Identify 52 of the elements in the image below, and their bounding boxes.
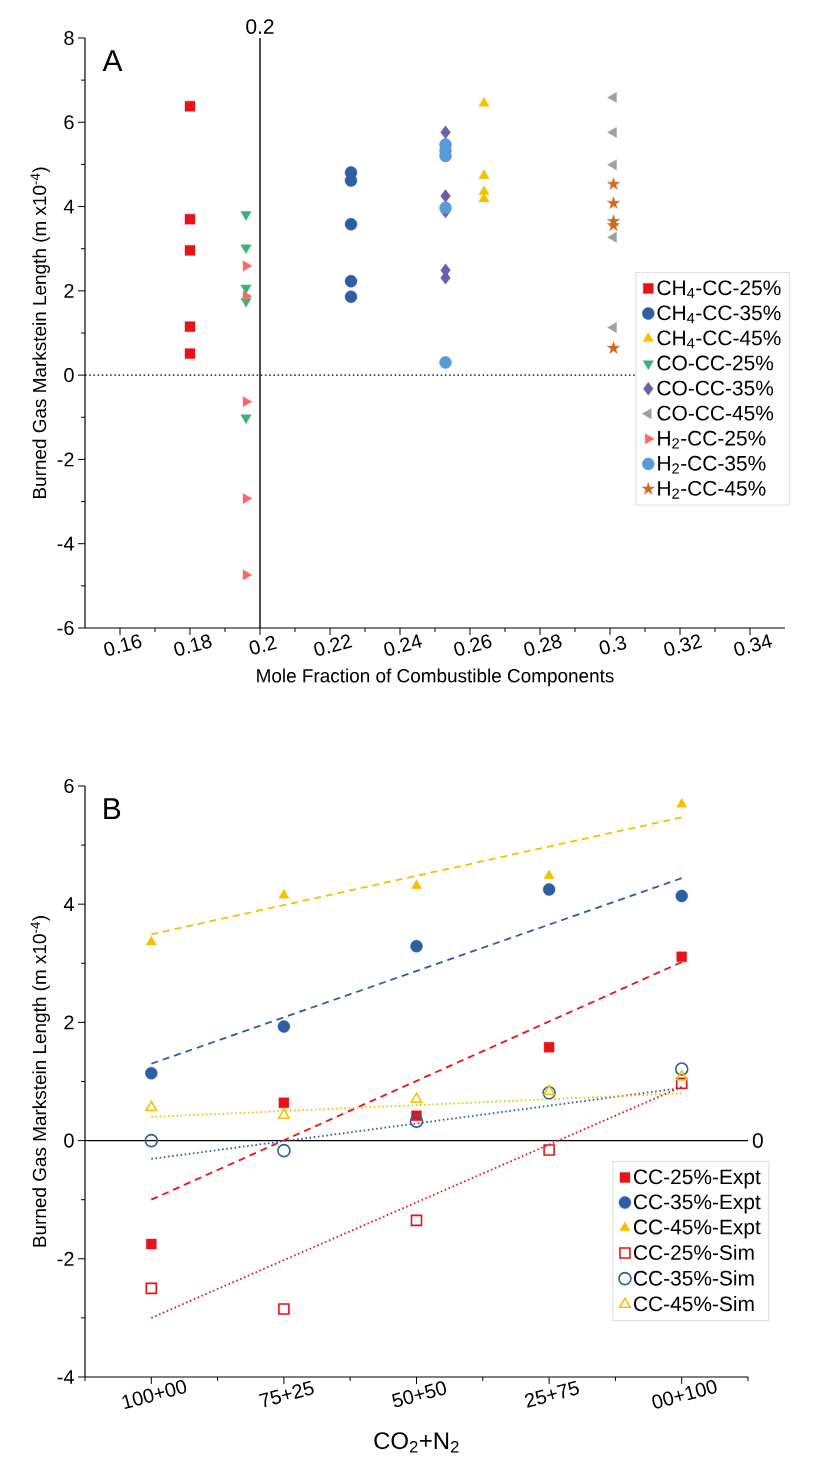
legend-label: CC-25%-Expt [633,1169,761,1189]
legend-label: CH$_{4}$-CC-35% [657,305,781,324]
x-tick-label: 25+75 [524,1380,579,1408]
y-tick-label: 6 [64,778,74,794]
legend-label: CO-CC-35% [657,380,774,396]
y-tick-label: 0 [64,1133,74,1148]
x-tick-label: 0.22 [314,634,353,656]
y-tick-label: 0 [64,368,74,383]
x-tick-label: 50+50 [392,1381,446,1408]
y-tick-label: 4 [63,199,74,214]
ref-line-label: 0.2 [246,19,274,34]
legend-label: CO-CC-45% [657,405,774,421]
legend-label: CC-45%-Expt [633,1219,761,1239]
legend-label: CH$_{4}$-CC-45% [657,330,781,349]
legend-label: CC-35%-Sim [633,1270,754,1286]
x-tick-label: 00+100 [652,1379,717,1409]
y-tick-label: 2 [64,283,74,298]
x-tick-label: 0.3 [599,635,627,655]
x-tick-label: 0.24 [384,634,422,656]
y-tick-label: -2 [57,1251,74,1266]
legend-label: H$_{2}$-CC-25% [658,430,766,449]
x-tick-label: 0.16 [104,634,142,656]
annotation: A [102,50,123,71]
x-tick-label: 0.34 [734,634,772,656]
y-axis-title: Burned Gas Markstein Length (m x10$^{-4}$) [30,167,50,499]
y-axis-title: Burned Gas Markstein Length (m x10$^{-4}$) [30,916,50,1247]
x-axis-title: Mole Fraction of Combustible Components [257,668,614,687]
y-tick-label: -4 [57,1370,74,1384]
x-tick-label: 100+00 [122,1379,187,1410]
legend-label: CC-35%-Expt [633,1194,761,1214]
x-axis-title: CO$_{2}$+N$_{2}$ [374,1432,459,1453]
y-tick-label: 4 [63,897,74,912]
y-tick-label: 2 [64,1015,74,1030]
x-tick-label: 0.32 [664,634,703,656]
ref-line-label: 0 [752,1133,763,1148]
y-tick-label: -2 [57,452,74,467]
legend-label: CC-25%-Sim [633,1244,754,1261]
y-tick-label: 6 [64,115,74,130]
legend-label: CH$_{4}$-CC-25% [657,280,781,299]
x-tick-label: 0.2 [249,635,277,655]
legend-label: CO-CC-25% [657,355,774,371]
y-tick-label: 8 [64,30,74,46]
y-tick-label: -6 [57,620,74,636]
x-tick-label: 0.26 [454,634,492,656]
legend-label: H$_{2}$-CC-35% [658,455,766,474]
legend-label: H$_{2}$-CC-45% [658,480,766,499]
annotation: B [104,798,121,819]
legend-label: CC-45%-Sim [633,1295,754,1312]
y-tick-label: -4 [57,536,74,551]
x-tick-label: 0.28 [524,634,562,656]
x-tick-label: 75+25 [258,1380,314,1408]
x-tick-label: 0.18 [174,634,212,656]
